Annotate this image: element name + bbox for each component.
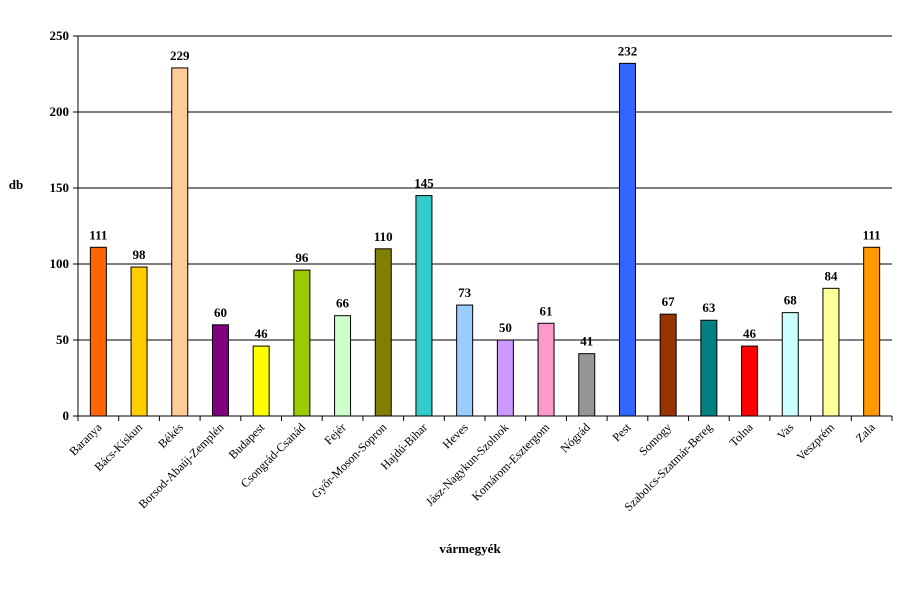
bar [334,315,352,417]
bar [456,304,474,417]
x-tick-label: Pest [610,420,635,445]
y-tick-label: 50 [56,332,69,347]
bar-value-label: 50 [499,320,512,335]
x-tick-label: Vas [774,420,796,442]
bar [374,248,392,417]
bar-value-label: 60 [214,305,227,320]
bar [659,313,677,417]
y-tick-label: 100 [50,256,70,271]
bar [578,353,596,417]
y-tick-label: 200 [50,104,70,119]
bar [700,319,718,417]
gridlines [78,35,892,341]
bar [252,345,270,417]
bar [822,287,840,417]
bar-value-label: 110 [374,229,393,244]
bar-value-label: 232 [618,43,638,58]
bar [496,339,514,417]
bar-value-label: 111 [863,227,881,242]
x-tick-label: Budapest [226,420,268,462]
x-tick-label: Békés [155,420,186,451]
bar [781,312,799,417]
x-tick-label: Heves [440,420,471,451]
x-tick-label: Nógrád [558,420,593,455]
x-tick-label: Győr-Moson-Sopron [308,420,389,501]
bar [89,246,107,417]
x-tick-label: Zala [853,420,878,445]
data-labels: 111 98 229 60 46 96 66 110 145 73 50 61 41 232 67 63 46 6… [89,43,880,348]
bar [863,246,881,417]
x-tick-label: Veszprém [794,420,838,464]
bar [293,269,311,417]
bar-value-label: 63 [702,300,716,315]
bar-value-label: 111 [89,227,107,242]
bar-value-label: 229 [170,48,190,63]
bar-value-label: 96 [295,250,309,265]
bar [537,322,555,417]
bar-value-label: 73 [458,285,472,300]
bar-value-label: 61 [540,303,553,318]
bar [741,345,759,417]
bar [211,324,229,417]
bar-value-label: 68 [784,293,798,308]
x-tick-label: Tolna [727,420,757,450]
bar-value-label: 98 [133,247,147,262]
y-tick-label: 250 [50,28,70,43]
bar [618,62,636,417]
y-axis-ticks: 0 50 100 150 200 250 [50,28,78,423]
bar-value-label: 46 [743,326,757,341]
x-tick-label: Fejér [321,420,348,447]
y-axis-title: db [9,177,23,192]
bar-value-label: 84 [824,268,838,283]
bar [171,67,189,417]
bar-value-label: 145 [414,176,434,191]
y-tick-label: 150 [50,180,70,195]
y-tick-label: 0 [63,408,70,423]
bar [415,195,433,417]
bar-value-label: 66 [336,296,350,311]
x-tick-label: Komárom-Esztergom [469,420,553,504]
bars [89,62,881,417]
bar-value-label: 67 [662,294,676,309]
x-tick-label: Somogy [636,420,674,458]
bar-value-label: 46 [255,326,269,341]
bar [130,266,148,417]
bar-value-label: 41 [580,334,593,349]
x-tick-label: Baranya [66,420,105,459]
x-axis-title: vármegyék [439,541,501,556]
